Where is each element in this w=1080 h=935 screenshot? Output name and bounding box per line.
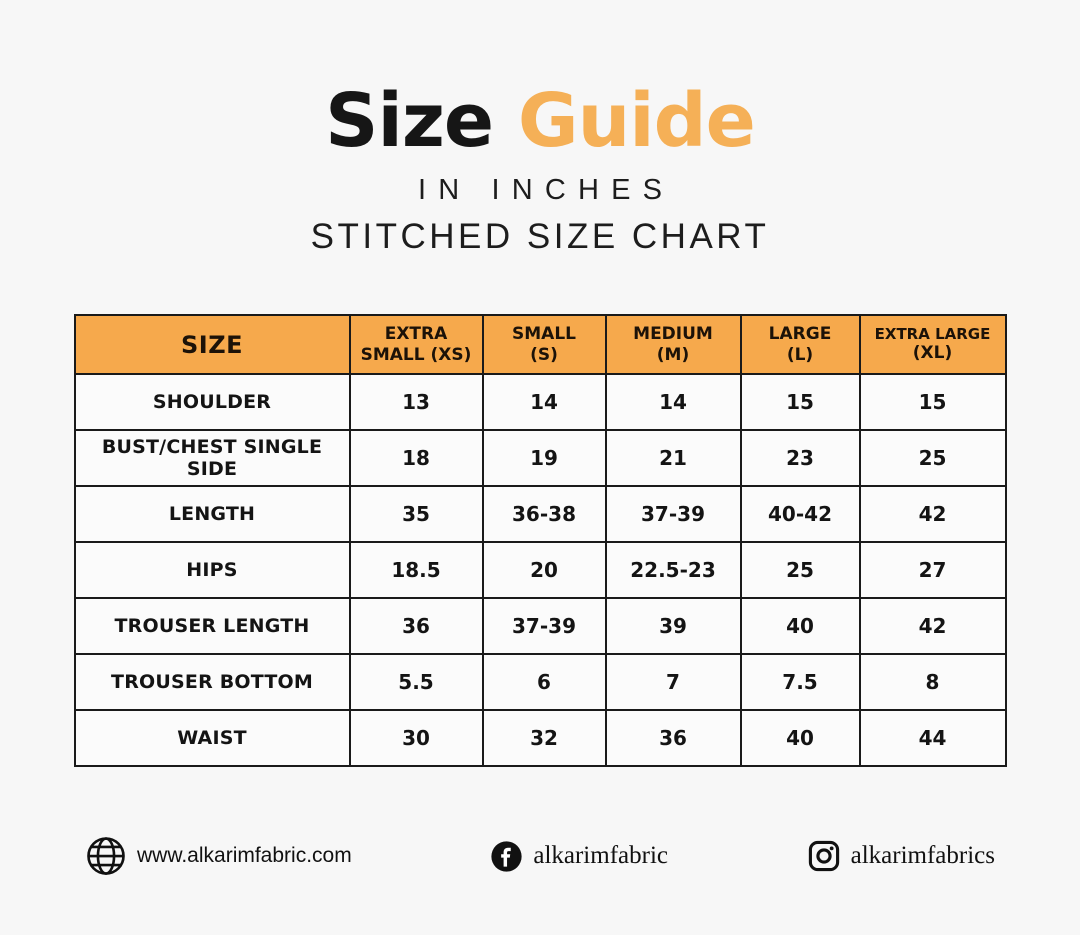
col-header-label: LARGE (768, 323, 832, 344)
size-value-cell: 27 (858, 541, 1007, 599)
size-value-cell: 13 (348, 373, 484, 431)
size-value-cell: 23 (739, 429, 861, 487)
size-value-cell: 36 (604, 709, 742, 767)
col-header-label: (XL) (912, 343, 953, 364)
size-value-cell: 18.5 (348, 541, 484, 599)
col-header-label: MEDIUM (633, 323, 713, 344)
size-value-cell: 22.5-23 (604, 541, 742, 599)
col-header-large: LARGE (L) (739, 314, 861, 375)
col-header-extra-small: EXTRA SMALL (XS) (348, 314, 484, 375)
size-value-cell: 25 (858, 429, 1007, 487)
title-word-guide: Guide (517, 78, 756, 164)
size-value-cell: 37-39 (604, 485, 742, 543)
subtitle-in-inches: IN INCHES (417, 174, 675, 206)
size-value-cell: 15 (739, 373, 861, 431)
col-header-small: SMALL (S) (481, 314, 607, 375)
table-header-row: SIZE EXTRA SMALL (XS) SMALL (S) MEDIUM (… (73, 314, 1007, 375)
size-value-cell: 19 (481, 429, 607, 487)
table-row-trouser-bottom: TROUSER BOTTOM 5.5 6 7 7.5 8 (73, 653, 1007, 711)
size-value-cell: 40 (739, 709, 861, 767)
globe-icon (85, 835, 127, 877)
size-value-cell: 35 (348, 485, 484, 543)
instagram-link[interactable]: alkarimfabrics (807, 839, 995, 873)
col-header-label: (M) (656, 344, 690, 365)
facebook-handle: alkarimfabric (533, 842, 668, 869)
size-value-cell: 21 (604, 429, 742, 487)
size-value-cell: 39 (604, 597, 742, 655)
table-row-waist: WAIST 30 32 36 40 44 (73, 709, 1007, 767)
size-value-cell: 14 (604, 373, 742, 431)
col-header-label: (L) (786, 344, 814, 365)
table-row: SIZE EXTRA SMALL (XS) SMALL (S) MEDIUM (… (73, 314, 1007, 375)
table-row-hips: HIPS 18.5 20 22.5-23 25 27 (73, 541, 1007, 599)
row-label: BUST/CHEST SINGLE SIDE (73, 429, 351, 487)
col-header-medium: MEDIUM (M) (604, 314, 742, 375)
row-label: WAIST (73, 709, 351, 767)
size-value-cell: 25 (739, 541, 861, 599)
row-label: TROUSER BOTTOM (73, 653, 351, 711)
size-value-cell: 20 (481, 541, 607, 599)
instagram-icon (807, 839, 841, 873)
size-value-cell: 15 (858, 373, 1007, 431)
col-header-label: SMALL (XS) (360, 344, 472, 365)
size-value-cell: 42 (858, 597, 1007, 655)
col-header-label: SMALL (512, 323, 576, 344)
size-value-cell: 8 (858, 653, 1007, 711)
table-row-length: LENGTH 35 36-38 37-39 40-42 42 (73, 485, 1007, 543)
size-value-cell: 18 (348, 429, 484, 487)
col-header-label: EXTRA (384, 323, 448, 344)
row-label: SHOULDER (73, 373, 351, 431)
row-label: LENGTH (73, 485, 351, 543)
size-value-cell: 7 (604, 653, 742, 711)
col-header-label: (S) (530, 344, 558, 365)
size-value-cell: 7.5 (739, 653, 861, 711)
table-row-trouser-length: TROUSER LENGTH 36 37-39 39 40 42 (73, 597, 1007, 655)
instagram-handle: alkarimfabrics (850, 842, 995, 869)
size-value-cell: 36-38 (481, 485, 607, 543)
size-value-cell: 40-42 (739, 485, 861, 543)
masthead: Size Guide IN INCHES STITCHED SIZE CHART (0, 0, 1080, 257)
size-value-cell: 44 (858, 709, 1007, 767)
website-link[interactable]: www.alkarimfabric.com (85, 835, 352, 877)
table-body: SHOULDER 13 14 14 15 15 BUST/CHEST SINGL… (73, 373, 1007, 767)
facebook-icon (490, 840, 523, 873)
col-header-label: SIZE (180, 330, 243, 359)
size-value-cell: 5.5 (348, 653, 484, 711)
size-value-cell: 6 (481, 653, 607, 711)
row-label: HIPS (73, 541, 351, 599)
col-header-size: SIZE (73, 314, 351, 375)
col-header-extra-large: EXTRA LARGE (XL) (858, 314, 1007, 375)
table-row-bust-chest: BUST/CHEST SINGLE SIDE 18 19 21 23 25 (73, 429, 1007, 487)
subtitle-stitched-size-chart: STITCHED SIZE CHART (310, 217, 770, 256)
size-value-cell: 42 (858, 485, 1007, 543)
title-word-size: Size (325, 78, 494, 164)
row-label: TROUSER LENGTH (73, 597, 351, 655)
footer: www.alkarimfabric.com alkarimfabric alka… (0, 835, 1080, 877)
size-value-cell: 14 (481, 373, 607, 431)
website-url: www.alkarimfabric.com (137, 844, 352, 867)
page-title: Size Guide (0, 84, 1080, 158)
facebook-link[interactable]: alkarimfabric (490, 840, 668, 873)
size-value-cell: 37-39 (481, 597, 607, 655)
size-value-cell: 32 (481, 709, 607, 767)
size-value-cell: 36 (348, 597, 484, 655)
size-value-cell: 40 (739, 597, 861, 655)
size-chart-table: SIZE EXTRA SMALL (XS) SMALL (S) MEDIUM (… (73, 314, 1007, 767)
col-header-label: EXTRA LARGE (874, 324, 991, 343)
size-value-cell: 30 (348, 709, 484, 767)
table-row-shoulder: SHOULDER 13 14 14 15 15 (73, 373, 1007, 431)
